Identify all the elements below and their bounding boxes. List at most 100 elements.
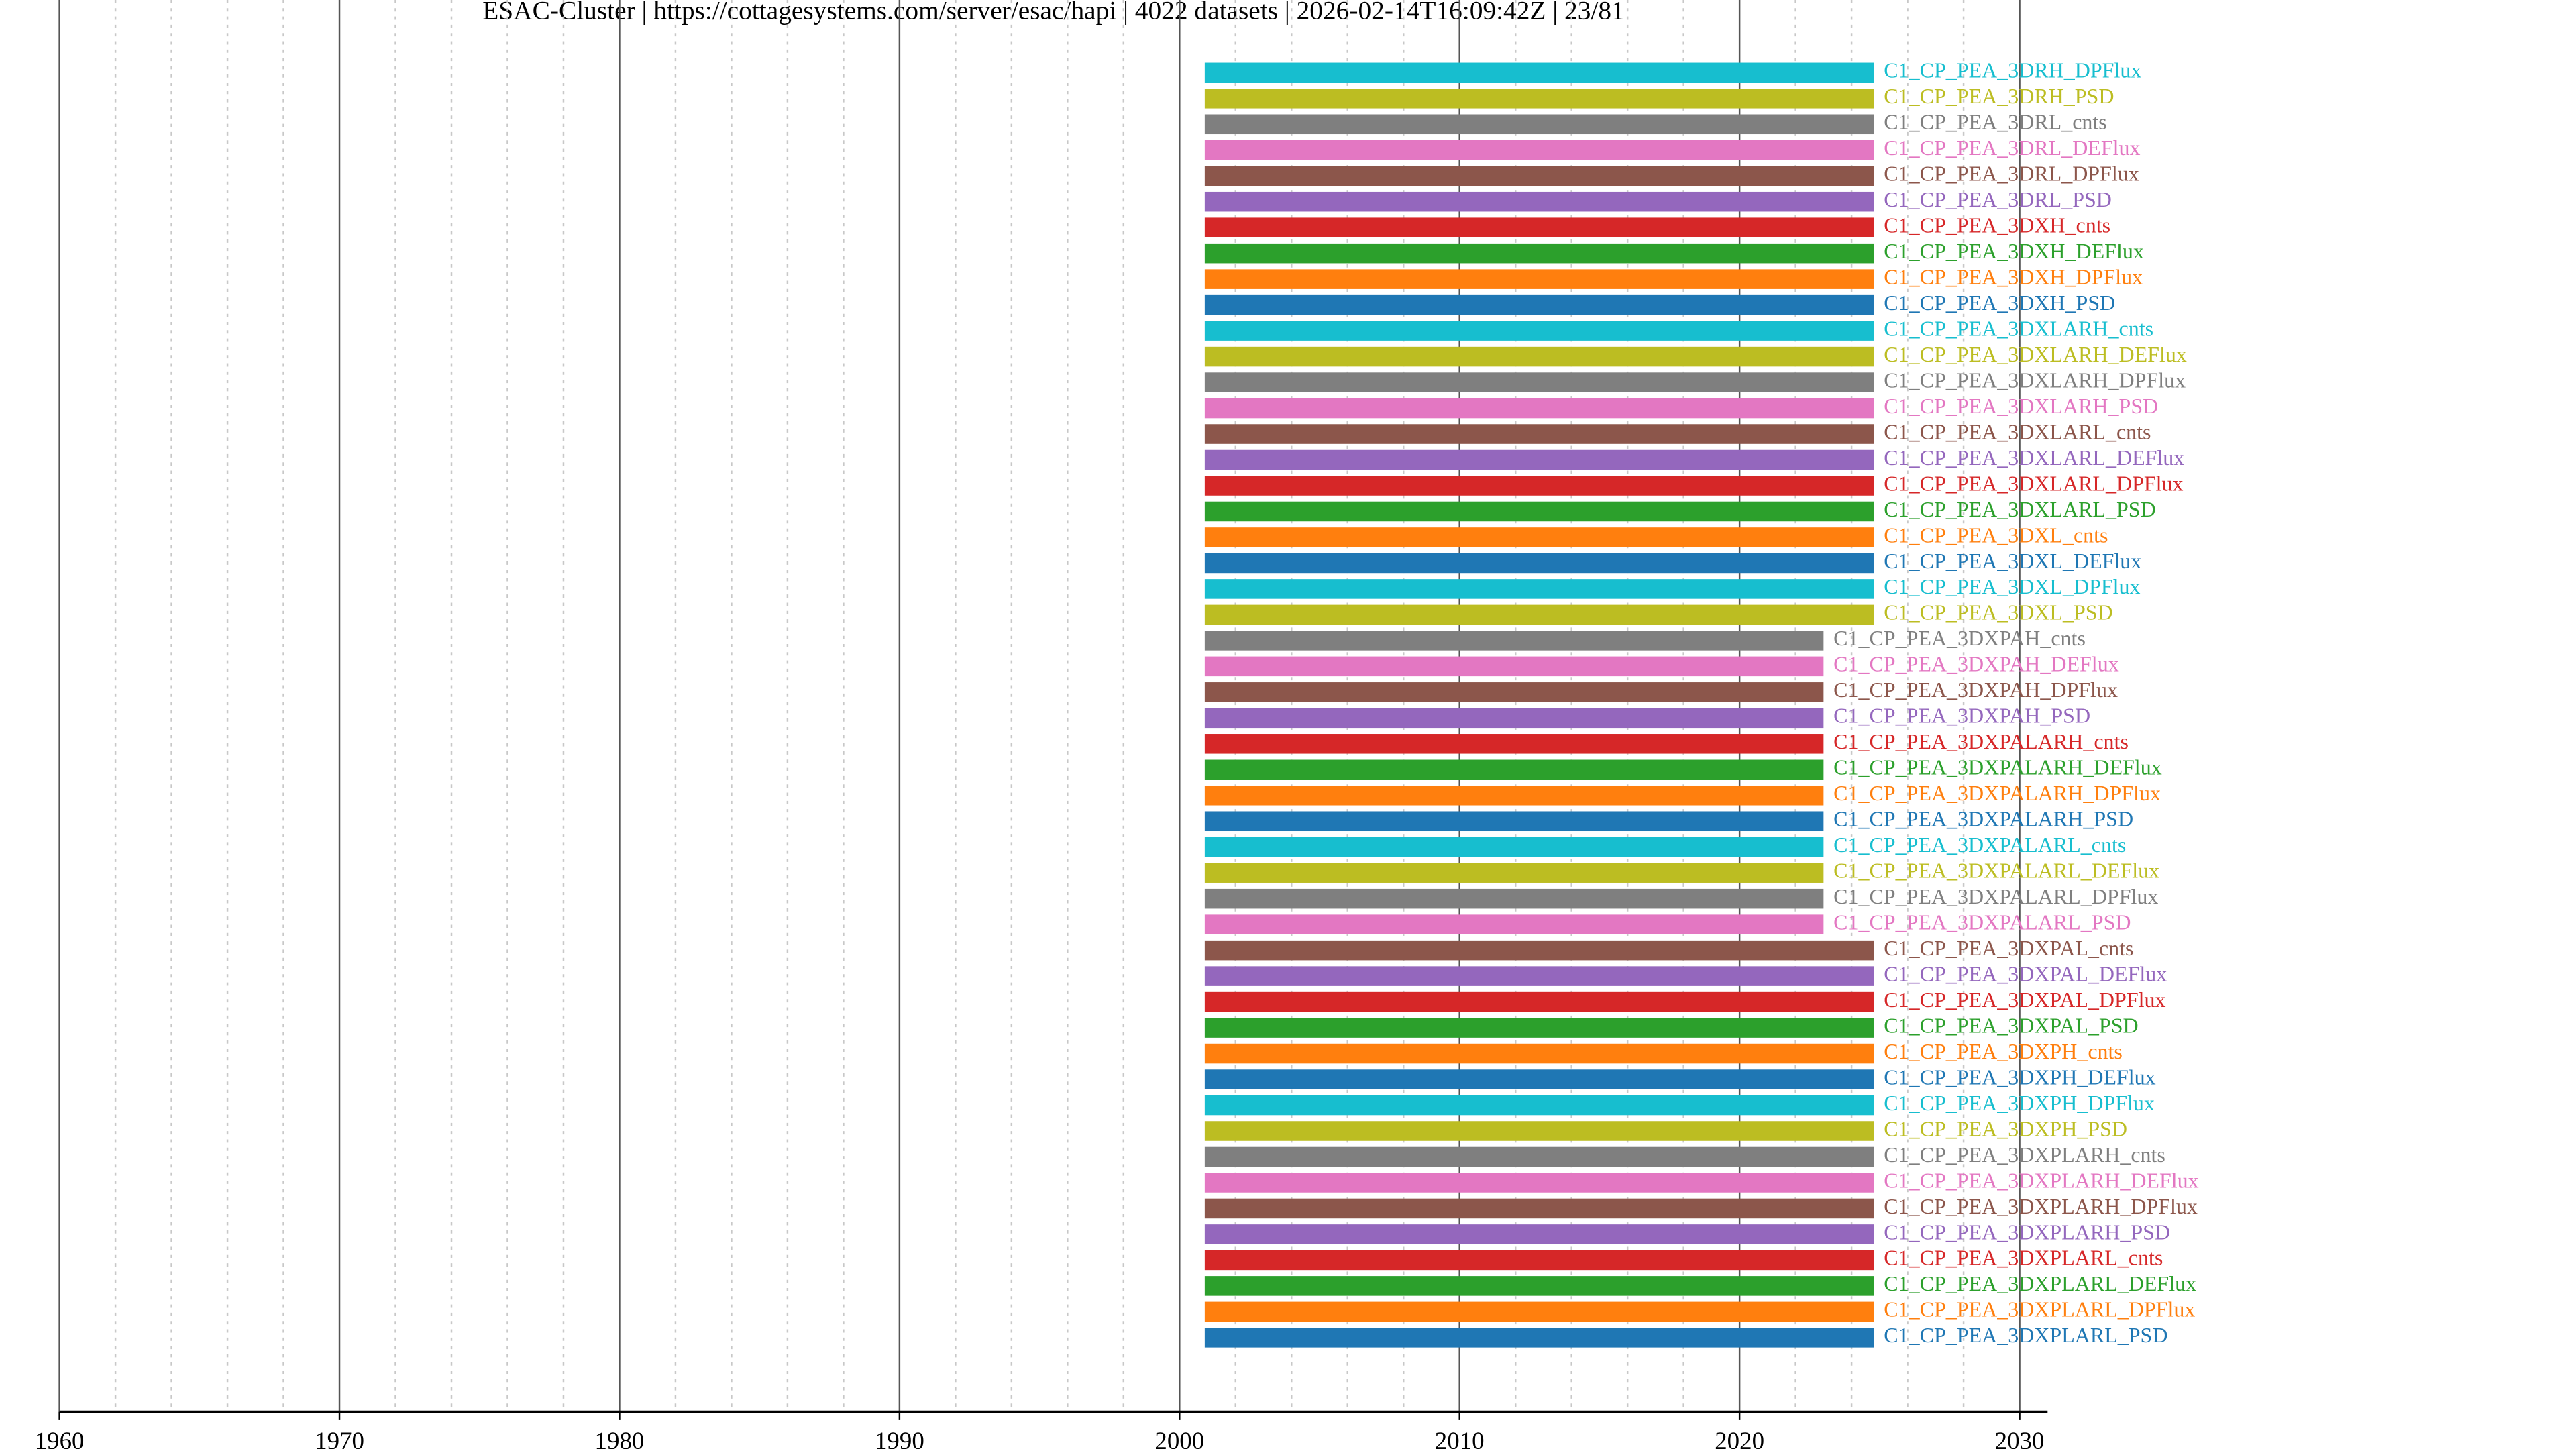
bar-label: C1_CP_PEA_3DXPLARL_DEFlux	[1884, 1271, 2196, 1295]
bar-label: C1_CP_PEA_3DXPAL_DPFlux	[1884, 987, 2165, 1012]
bar	[1204, 1250, 1874, 1271]
bar-label: C1_CP_PEA_3DXPALARH_DEFlux	[1833, 755, 2162, 780]
bar	[1204, 114, 1874, 135]
bar	[1204, 501, 1874, 522]
chart-title: ESAC-Cluster | https://cottagesystems.co…	[482, 0, 1625, 25]
bar	[1204, 940, 1874, 961]
bar-label: C1_CP_PEA_3DXLARH_DPFlux	[1884, 368, 2186, 392]
bar	[1204, 811, 1824, 832]
bar-label: C1_CP_PEA_3DXPALARL_PSD	[1833, 910, 2131, 934]
bar-label: C1_CP_PEA_3DXLARL_PSD	[1884, 497, 2155, 521]
bar	[1204, 1121, 1874, 1141]
bar-label: C1_CP_PEA_3DXH_DEFlux	[1884, 239, 2144, 263]
bar	[1204, 424, 1874, 444]
bar-label: C1_CP_PEA_3DXPALARL_DPFlux	[1833, 884, 2158, 908]
bar	[1204, 604, 1874, 625]
bar	[1204, 1301, 1874, 1322]
bar-label: C1_CP_PEA_3DXPLARH_DEFlux	[1884, 1168, 2198, 1192]
bar	[1204, 398, 1874, 419]
bar	[1204, 966, 1874, 986]
bar-label: C1_CP_PEA_3DXLARL_cnts	[1884, 419, 2151, 443]
bar-label: C1_CP_PEA_3DXPLARH_DPFlux	[1884, 1194, 2198, 1218]
bar	[1204, 1043, 1874, 1064]
bar-label: C1_CP_PEA_3DRL_cnts	[1884, 110, 2106, 134]
bar	[1204, 269, 1874, 289]
bar-label: C1_CP_PEA_3DXPAH_DEFlux	[1833, 652, 2119, 676]
x-tick-label: 1970	[315, 1427, 364, 1449]
bar-label: C1_CP_PEA_3DXL_cnts	[1884, 523, 2108, 547]
bar-label: C1_CP_PEA_3DRH_PSD	[1884, 84, 2114, 108]
bar	[1204, 346, 1874, 367]
x-tick-label: 2000	[1155, 1427, 1204, 1449]
bar	[1204, 243, 1874, 264]
bar	[1204, 631, 1824, 651]
bar	[1204, 166, 1874, 186]
bar	[1204, 837, 1824, 857]
bar-label: C1_CP_PEA_3DXPLARH_cnts	[1884, 1142, 2165, 1167]
bar-label: C1_CP_PEA_3DXPH_DEFlux	[1884, 1065, 2155, 1089]
bar-label: C1_CP_PEA_3DXLARL_DEFlux	[1884, 445, 2184, 470]
bar	[1204, 553, 1874, 574]
bar	[1204, 1018, 1874, 1038]
bar	[1204, 682, 1824, 702]
bar	[1204, 579, 1874, 599]
bar-label: C1_CP_PEA_3DXL_PSD	[1884, 600, 2112, 625]
bar	[1204, 140, 1874, 160]
bar	[1204, 89, 1874, 109]
bar	[1204, 1328, 1874, 1348]
bar	[1204, 1069, 1874, 1089]
bar	[1204, 217, 1874, 237]
bar	[1204, 708, 1824, 729]
x-tick-label: 1980	[595, 1427, 645, 1449]
bar	[1204, 1224, 1874, 1244]
bar	[1204, 759, 1824, 780]
bar	[1204, 62, 1874, 83]
bar	[1204, 888, 1824, 909]
bar-label: C1_CP_PEA_3DXL_DEFlux	[1884, 549, 2141, 573]
bar	[1204, 1173, 1874, 1193]
bar-label: C1_CP_PEA_3DXPAH_cnts	[1833, 626, 2086, 650]
bar-label: C1_CP_PEA_3DXPALARH_DPFlux	[1833, 781, 2161, 805]
bar	[1204, 1146, 1874, 1167]
bar-label: C1_CP_PEA_3DXLARH_DEFlux	[1884, 342, 2187, 366]
bar	[1204, 1198, 1874, 1219]
bar-label: C1_CP_PEA_3DXPAL_PSD	[1884, 1013, 2138, 1037]
bar	[1204, 476, 1874, 496]
bar	[1204, 656, 1824, 677]
bar	[1204, 734, 1824, 754]
bar	[1204, 449, 1874, 470]
bar-label: C1_CP_PEA_3DRL_PSD	[1884, 187, 2112, 211]
bar	[1204, 914, 1824, 934]
bar	[1204, 527, 1874, 547]
bar	[1204, 294, 1874, 315]
bar	[1204, 991, 1874, 1012]
bar	[1204, 863, 1824, 883]
bar-label: C1_CP_PEA_3DXPALARL_DEFlux	[1833, 859, 2159, 883]
bar	[1204, 1276, 1874, 1296]
bar-label: C1_CP_PEA_3DXPAL_DEFlux	[1884, 961, 2167, 985]
bar-label: C1_CP_PEA_3DRH_DPFlux	[1884, 58, 2141, 83]
bar-label: C1_CP_PEA_3DXPAL_cnts	[1884, 936, 2133, 960]
bar	[1204, 321, 1874, 341]
x-tick-label: 2010	[1435, 1427, 1485, 1449]
bar-label: C1_CP_PEA_3DXPLARL_cnts	[1884, 1246, 2163, 1270]
bar-label: C1_CP_PEA_3DXPH_PSD	[1884, 1116, 2127, 1140]
bar-label: C1_CP_PEA_3DRL_DPFlux	[1884, 162, 2139, 186]
bar-label: C1_CP_PEA_3DXPLARL_DPFlux	[1884, 1297, 2195, 1322]
bar-label: C1_CP_PEA_3DXH_PSD	[1884, 290, 2115, 315]
bar-label: C1_CP_PEA_3DXPLARH_PSD	[1884, 1220, 2170, 1244]
bar-label: C1_CP_PEA_3DXPALARH_PSD	[1833, 807, 2133, 831]
bar-label: C1_CP_PEA_3DXLARH_cnts	[1884, 316, 2153, 340]
bar-label: C1_CP_PEA_3DXLARH_PSD	[1884, 394, 2158, 418]
x-tick-label: 1990	[875, 1427, 924, 1449]
bar	[1204, 1095, 1874, 1116]
bar-label: C1_CP_PEA_3DXH_cnts	[1884, 213, 2110, 237]
bar-label: C1_CP_PEA_3DXH_DPFlux	[1884, 264, 2143, 288]
x-tick-label: 2020	[1715, 1427, 1764, 1449]
x-tick-label: 2030	[1995, 1427, 2045, 1449]
bar	[1204, 191, 1874, 212]
bar	[1204, 372, 1874, 392]
bar-label: C1_CP_PEA_3DXPAH_PSD	[1833, 704, 2090, 728]
bar-label: C1_CP_PEA_3DRL_DEFlux	[1884, 136, 2140, 160]
